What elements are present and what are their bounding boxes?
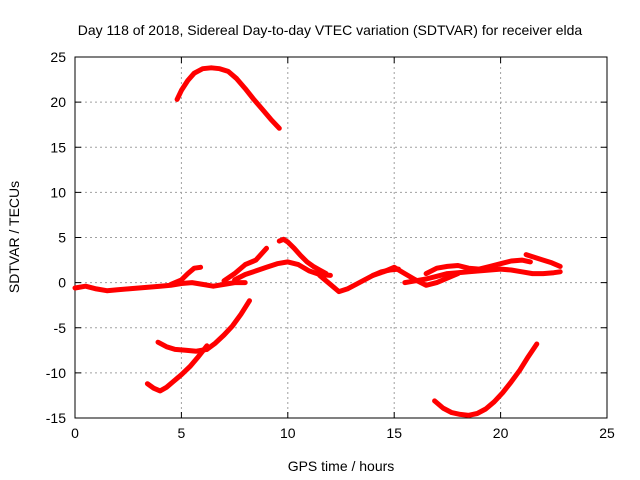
- x-tick-label: 0: [71, 425, 79, 441]
- y-axis-ticks: -15 -10 -5 0 5 10 15 20 25: [46, 49, 607, 426]
- series-arc-1-baseline-early: [72, 280, 248, 294]
- series-arc-14-end-segment: [523, 252, 563, 269]
- x-tick-label: 15: [386, 425, 402, 441]
- series-layer: [72, 65, 563, 418]
- x-tick-label: 20: [493, 425, 509, 441]
- series-arc-12-flat-positive: [402, 266, 563, 286]
- series-arc-9-peak-near-10h: [276, 236, 329, 277]
- series-arc-6-rise-from-minus7: [204, 298, 252, 352]
- x-tick-label: 25: [599, 425, 615, 441]
- series-arc-8-from-8h: [232, 259, 333, 283]
- y-tick-label: -10: [46, 365, 66, 381]
- chart-title: Day 118 of 2018, Sidereal Day-to-day VTE…: [78, 22, 583, 38]
- grid: [75, 57, 607, 418]
- x-axis-ticks: 0 5 10 15 20 25: [71, 57, 615, 441]
- x-tick-label: 10: [280, 425, 296, 441]
- series-arc-13-late-bump: [423, 257, 533, 277]
- y-tick-label: 20: [50, 94, 66, 110]
- series-arc-3-high-positive: [174, 65, 282, 131]
- y-tick-label: 15: [50, 139, 66, 155]
- x-tick-label: 5: [178, 425, 186, 441]
- series-arc-4-negative-minus12: [144, 343, 210, 394]
- series-arc-2-rise-to-5h: [168, 264, 204, 287]
- y-tick-label: 0: [58, 275, 66, 291]
- y-tick-label: -5: [54, 320, 67, 336]
- y-tick-label: 10: [50, 184, 66, 200]
- series-arc-5-negative-minus7: [155, 339, 210, 354]
- y-tick-label: -15: [46, 410, 66, 426]
- y-tick-label: 5: [58, 230, 66, 246]
- series-arc-15-negative-late: [432, 341, 540, 418]
- x-axis-label: GPS time / hours: [288, 458, 395, 474]
- series-arc-7-from-7h-to-9h: [221, 245, 269, 284]
- y-tick-label: 25: [50, 49, 66, 65]
- y-axis-label: SDTVAR / TECUs: [6, 181, 22, 293]
